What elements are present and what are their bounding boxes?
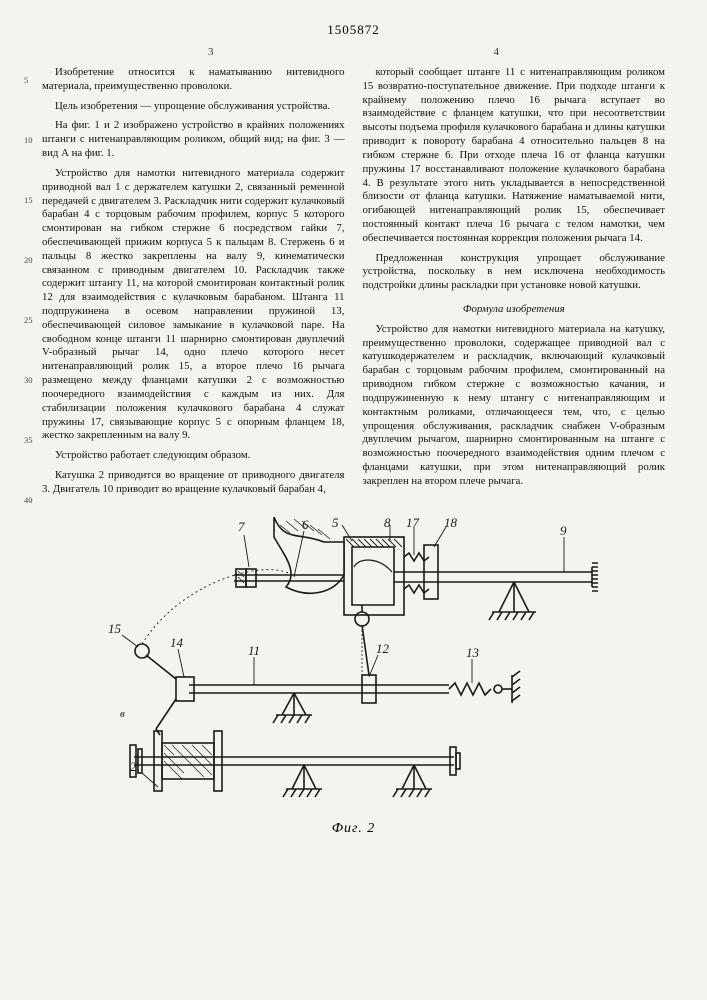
ruler-mark: 10 <box>24 134 33 194</box>
page-num-right: 4 <box>494 46 500 58</box>
svg-text:18: 18 <box>444 517 458 530</box>
svg-text:12: 12 <box>376 641 390 656</box>
line-number-ruler: 5 10 15 20 25 30 35 40 <box>24 74 33 554</box>
svg-text:9: 9 <box>560 523 567 538</box>
ruler-mark: 5 <box>24 74 33 134</box>
ruler-mark: 30 <box>24 374 33 434</box>
paragraph: Предложенная конструкция упрощает обслуж… <box>363 252 666 293</box>
ruler-mark: 15 <box>24 194 33 254</box>
svg-text:8: 8 <box>384 517 391 530</box>
paragraph: Устройство для намотки нитевидного матер… <box>42 167 345 443</box>
paragraph: Катушка 2 приводится во вращение от прив… <box>42 469 345 497</box>
svg-text:5: 5 <box>332 517 339 530</box>
svg-text:14: 14 <box>170 635 184 650</box>
figure-2: в <box>42 517 665 837</box>
column-right: который сообщает штанге 11 с нитенаправл… <box>363 66 666 503</box>
paragraph: который сообщает штанге 11 с нитенаправл… <box>363 66 666 246</box>
paragraph: На фиг. 1 и 2 изображено устройство в кр… <box>42 119 345 160</box>
claims-heading: Формула изобретения <box>363 303 666 317</box>
ruler-mark: 40 <box>24 494 33 554</box>
svg-text:17: 17 <box>406 517 420 530</box>
svg-text:в: в <box>120 708 125 720</box>
ruler-mark: 35 <box>24 434 33 494</box>
text-columns: Изобретение относится к наматыванию ните… <box>42 66 665 503</box>
svg-text:15: 15 <box>108 621 122 636</box>
document-number: 1505872 <box>42 22 665 38</box>
paragraph: Изобретение относится к наматыванию ните… <box>42 66 345 94</box>
paragraph: Устройство для намотки нитевидного матер… <box>363 323 666 489</box>
svg-text:2: 2 <box>130 759 137 774</box>
paragraph: Цель изобретения — упрощение обслуживани… <box>42 100 345 114</box>
svg-text:11: 11 <box>248 643 260 658</box>
ruler-mark: 20 <box>24 254 33 314</box>
figure-drawing: в <box>94 517 614 817</box>
svg-text:6: 6 <box>302 517 309 532</box>
page-numbers: 3 4 <box>0 46 707 58</box>
column-left: Изобретение относится к наматыванию ните… <box>42 66 345 503</box>
svg-text:13: 13 <box>466 645 480 660</box>
figure-caption: Фиг. 2 <box>42 821 665 837</box>
paragraph: Устройство работает следующим образом. <box>42 449 345 463</box>
page: 1505872 3 4 5 10 15 20 25 30 35 40 Изобр… <box>0 0 707 1000</box>
ruler-mark: 25 <box>24 314 33 374</box>
page-num-left: 3 <box>208 46 214 58</box>
svg-text:7: 7 <box>238 519 245 534</box>
